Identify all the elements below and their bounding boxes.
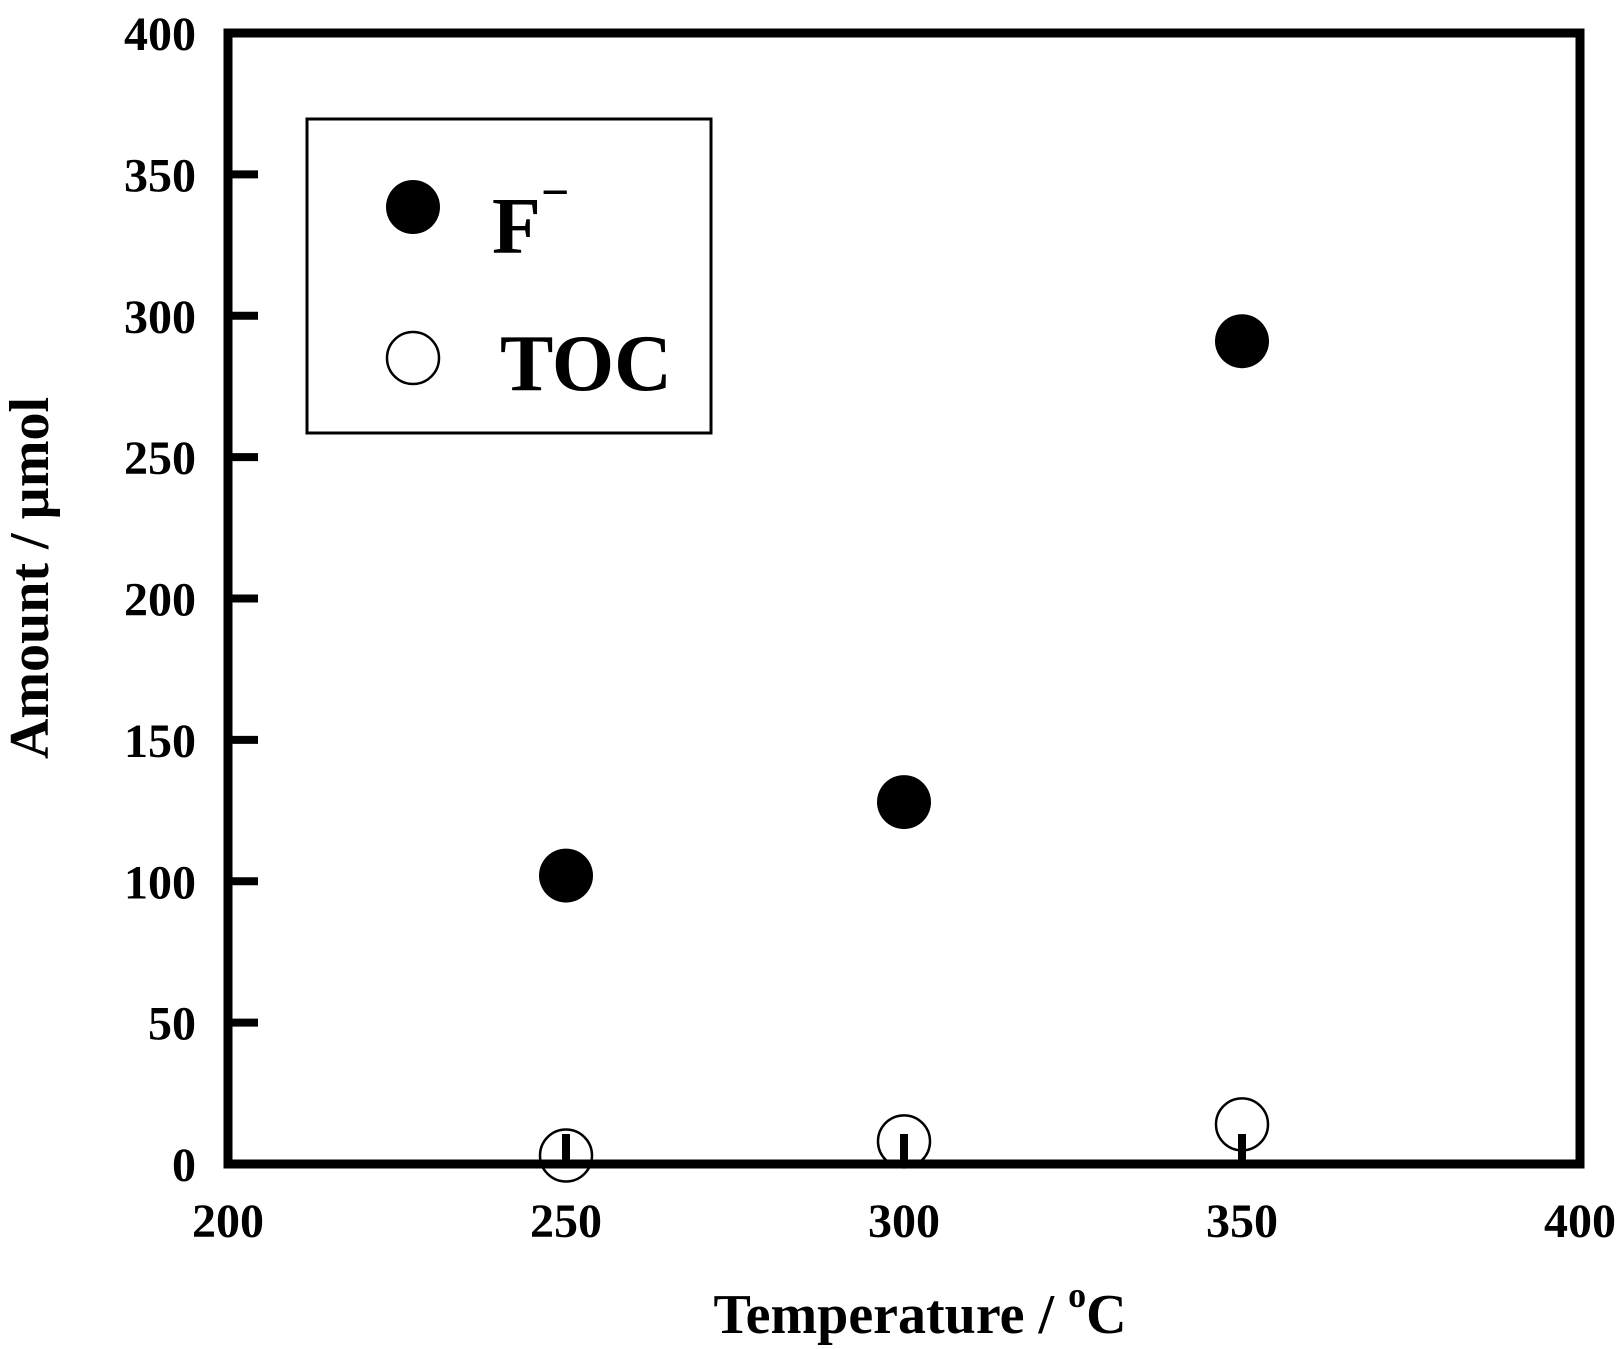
legend-label-toc: TOC bbox=[500, 320, 672, 408]
y-axis-title: Amount / µmol bbox=[0, 397, 61, 759]
x-tick-label: 200 bbox=[192, 1195, 264, 1248]
x-tick-label: 250 bbox=[530, 1195, 602, 1248]
x-tick-label: 350 bbox=[1206, 1195, 1278, 1248]
y-tick-label: 100 bbox=[124, 856, 196, 909]
x-tick-label: 300 bbox=[868, 1195, 940, 1248]
data-point-toc bbox=[876, 1114, 932, 1169]
legend-marker-toc bbox=[385, 330, 441, 386]
data-point-toc bbox=[1214, 1097, 1270, 1152]
y-tick-label: 300 bbox=[124, 291, 196, 344]
x-axis-title: Temperature / oC bbox=[713, 1275, 1126, 1346]
y-tick-label: 50 bbox=[148, 998, 196, 1051]
legend-marker-f bbox=[386, 180, 440, 234]
data-point-f bbox=[1215, 314, 1269, 369]
y-tick-label: 150 bbox=[124, 715, 196, 768]
data-points bbox=[538, 314, 1270, 1183]
x-axis-ticks: 200 250 300 350 400 bbox=[192, 1134, 1616, 1248]
x-tick-label: 400 bbox=[1544, 1195, 1616, 1248]
legend: F− TOC bbox=[305, 117, 713, 435]
y-tick-label: 350 bbox=[124, 149, 196, 202]
y-tick-label: 400 bbox=[124, 8, 196, 61]
legend-box bbox=[305, 117, 713, 435]
data-point-toc bbox=[538, 1128, 594, 1183]
legend-label-f: F− bbox=[492, 164, 569, 271]
y-tick-label: 250 bbox=[124, 432, 196, 485]
y-tick-label: 0 bbox=[172, 1139, 196, 1192]
data-point-f bbox=[539, 848, 593, 903]
y-tick-label: 200 bbox=[124, 574, 196, 627]
data-point-f bbox=[877, 775, 931, 830]
y-axis-ticks: 0 50 100 150 200 250 300 350 400 bbox=[124, 8, 258, 1192]
